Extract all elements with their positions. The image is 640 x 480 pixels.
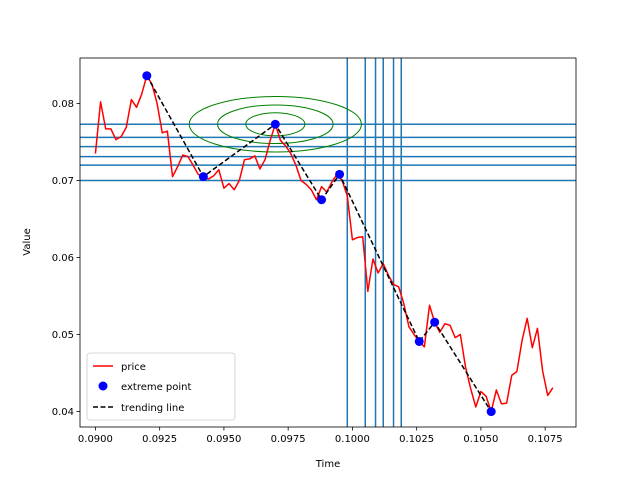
extreme-point-7 [486, 407, 496, 417]
extreme-point-2 [270, 119, 280, 129]
x-tick-label-3: 0.0975 [271, 434, 306, 445]
series-line-price [94, 74, 554, 413]
x-tick-label-7: 0.1075 [528, 434, 563, 445]
extreme-point-5 [414, 336, 424, 346]
axes-frame [79, 57, 577, 428]
y-tick-label-3: 0.07 [52, 176, 74, 187]
legend: price extreme point trending line [86, 352, 236, 421]
x-tick-label-5: 0.1025 [399, 434, 434, 445]
x-tick-label-2: 0.0950 [206, 434, 241, 445]
x-tick-label-4: 0.1000 [335, 434, 370, 445]
extreme-point-6 [430, 317, 440, 327]
x-tick-label-0: 0.0900 [78, 434, 113, 445]
legend-label-extreme-point: extreme point [121, 382, 192, 393]
y-tick-label-0: 0.04 [52, 407, 74, 418]
extreme-point-4 [335, 169, 345, 179]
plot-layer [80, 58, 576, 427]
y-axis: 0.04 0.05 0.06 0.07 0.08 [52, 99, 80, 418]
extreme-point-0 [142, 71, 152, 81]
contour-ellipse-0 [245, 112, 306, 137]
contour-ellipse-1 [216, 104, 334, 145]
y-tick-label-2: 0.06 [52, 253, 74, 264]
series-line-trending [146, 75, 492, 412]
y-tick-label-1: 0.05 [52, 330, 74, 341]
x-axis-label: Time [315, 459, 340, 470]
extreme-point-3 [317, 195, 327, 205]
legend-swatch-extreme-point [98, 381, 108, 391]
legend-box [86, 352, 236, 421]
x-tick-label-1: 0.0925 [142, 434, 177, 445]
y-tick-label-4: 0.08 [52, 99, 74, 110]
extreme-point-1 [198, 172, 208, 182]
legend-label-price: price [121, 362, 146, 373]
contour-ellipse-2 [188, 96, 362, 153]
x-tick-label-6: 0.1050 [463, 434, 498, 445]
x-axis: 0.0900 0.0925 0.0950 0.0975 0.1000 0.1025 0.10… [78, 427, 563, 445]
y-axis-label: Value [22, 228, 33, 255]
legend-label-trending-line: trending line [121, 403, 184, 414]
